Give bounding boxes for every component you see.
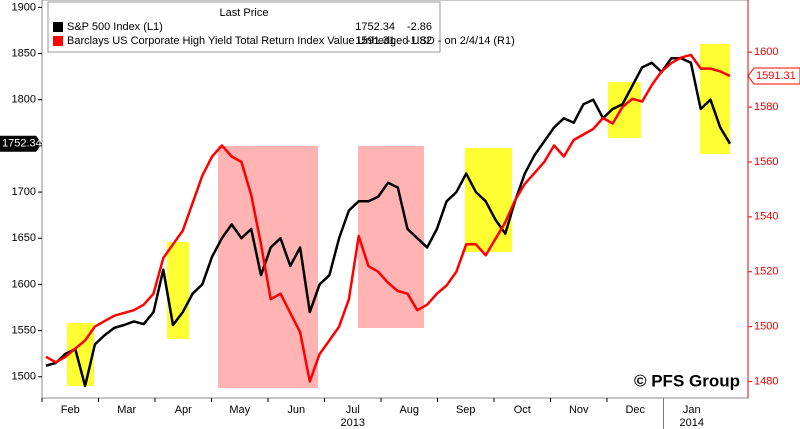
y2-tick-label: 1520 <box>754 266 778 278</box>
x-tick-label: Sep <box>456 404 476 416</box>
last-tag <box>747 67 800 85</box>
legend-swatch <box>53 22 63 32</box>
y-tick-label: 1650 <box>12 232 36 244</box>
x-tick-label: Mar <box>117 404 136 416</box>
legend-title: Last Price <box>220 7 269 19</box>
highlight-box <box>167 242 189 339</box>
x-tick-label: Nov <box>569 404 589 416</box>
x-tick-label: Oct <box>514 404 531 416</box>
y-tick-label: 1600 <box>12 278 36 290</box>
y2-tick-label: 1600 <box>754 46 778 58</box>
x-tick-label: Aug <box>399 404 419 416</box>
series-line <box>45 53 731 383</box>
last-tag-label: 1591.31 <box>756 70 796 82</box>
highlight-box <box>218 146 318 388</box>
legend-box <box>47 1 441 53</box>
y2-tick-label: 1540 <box>754 211 778 223</box>
watermark: © PFS Group <box>634 371 740 390</box>
x-tick-label: Feb <box>61 404 80 416</box>
y-tick-label: 1850 <box>12 47 36 59</box>
last-tag-label: 1752.34 <box>2 138 42 150</box>
x-tick-label: Apr <box>175 404 192 416</box>
x-tick-label: Jul <box>346 404 360 416</box>
series-line <box>45 56 732 388</box>
y2-tick-label: 1500 <box>754 321 778 333</box>
x-tick-label: Dec <box>625 404 645 416</box>
legend-last: 1591.31 <box>355 35 395 47</box>
y-tick-label: 1500 <box>12 371 36 383</box>
x-tick-label: May <box>229 404 250 416</box>
legend-change: -2.86 <box>407 21 432 33</box>
legend: Last Price S&P 500 Index (L1) 1752.34 -2.8… <box>47 1 515 53</box>
legend-label: Barclays US Corporate High Yield Total R… <box>67 35 515 47</box>
y-tick-label: 1700 <box>12 186 36 198</box>
highlight-box <box>465 148 512 252</box>
y-tick-label: 1550 <box>12 324 36 336</box>
year-label: 2014 <box>680 417 704 429</box>
legend-swatch <box>53 36 63 46</box>
y2-tick-label: 1560 <box>754 156 778 168</box>
y-tick-label: 1900 <box>12 1 36 13</box>
legend-change: -1.82 <box>407 35 432 47</box>
y2-tick-label: 1480 <box>754 375 778 387</box>
x-tick-label: Jun <box>287 404 305 416</box>
y2-tick-label: 1580 <box>754 101 778 113</box>
highlight-box <box>358 146 424 328</box>
legend-label: S&P 500 Index (L1) <box>67 21 163 33</box>
last-tag <box>0 135 42 152</box>
highlights <box>67 44 730 388</box>
y-tick-label: 1800 <box>12 94 36 106</box>
legend-last: 1752.34 <box>355 21 395 33</box>
x-tick-label: Jan <box>683 404 701 416</box>
year-label: 2013 <box>341 417 365 429</box>
